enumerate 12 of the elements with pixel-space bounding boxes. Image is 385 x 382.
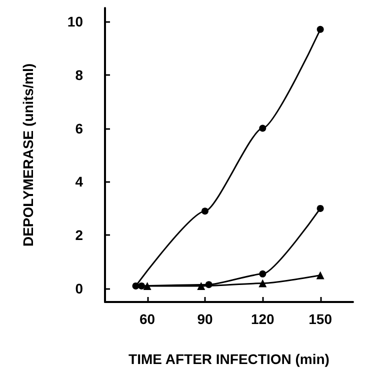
- y-axis-title: DEPOLYMERASE (units/ml): [20, 63, 36, 247]
- y-tick-label: 6: [75, 120, 84, 136]
- y-tick-label: 4: [75, 174, 84, 190]
- y-tick-label: 2: [75, 227, 84, 244]
- x-tick-label: 150: [308, 311, 332, 327]
- x-tick-label: 90: [197, 311, 213, 327]
- y-tick-label: 0: [75, 280, 84, 297]
- x-tick-label: 120: [250, 311, 275, 327]
- y-tick-label: 10: [67, 13, 84, 30]
- x-axis-title: TIME AFTER INFECTION (min): [128, 351, 330, 367]
- y-tick-label: 8: [75, 66, 84, 83]
- x-tick-label: 60: [140, 311, 156, 327]
